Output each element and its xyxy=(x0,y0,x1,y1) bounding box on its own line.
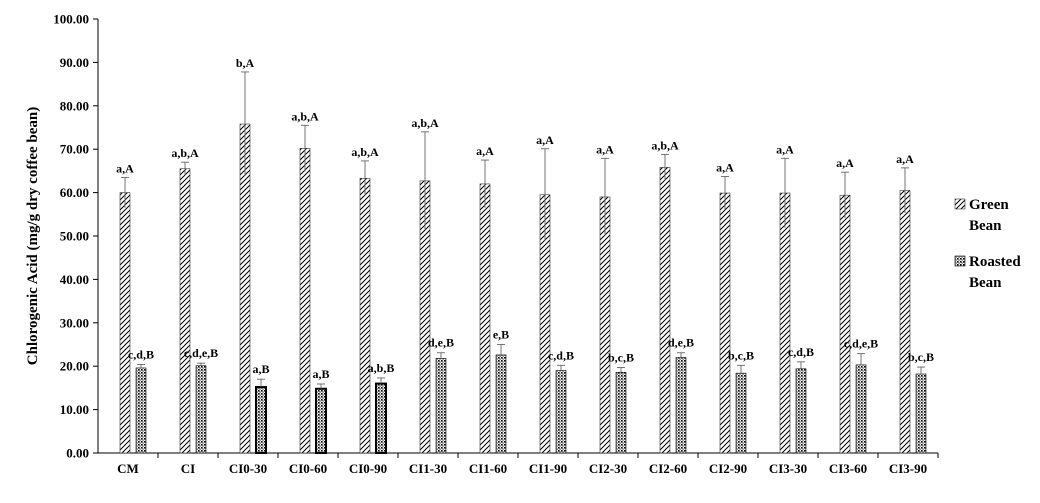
y-tick-label: 0.00 xyxy=(66,446,89,461)
x-tick-label: CI0-60 xyxy=(289,461,327,476)
data-label-roasted-bean: d,e,B xyxy=(668,336,694,350)
y-tick-label: 40.00 xyxy=(60,272,89,287)
bar-roasted-bean xyxy=(435,358,447,454)
bar-green-bean xyxy=(299,148,311,454)
data-label-roasted-bean: c,d,B xyxy=(128,347,154,361)
data-label-roasted-bean: c,d,B xyxy=(788,345,814,359)
y-tick-label: 10.00 xyxy=(60,402,89,417)
x-tick-label: CI xyxy=(181,461,195,476)
data-label-green-bean: a,A xyxy=(116,161,134,175)
data-label-green-bean: a,A xyxy=(776,142,794,156)
y-tick-label: 90.00 xyxy=(60,55,89,70)
bar-roasted-bean xyxy=(495,354,507,454)
legend-label-roasted-bean: Roasted xyxy=(969,254,1021,270)
data-label-roasted-bean: a,B xyxy=(252,362,269,376)
bar-roasted-bean xyxy=(375,382,387,454)
data-label-roasted-bean: c,d,e,B xyxy=(184,346,218,360)
data-label-green-bean: a,A xyxy=(596,142,614,156)
data-label-green-bean: a,b,A xyxy=(171,146,199,160)
data-label-roasted-bean: e,B xyxy=(493,328,509,342)
data-label-green-bean: a,A xyxy=(536,133,554,147)
x-tick-label: CI2-30 xyxy=(589,461,627,476)
bar-green-bean xyxy=(899,190,911,454)
x-tick-label: CI1-60 xyxy=(469,461,507,476)
x-tick-label: CI3-30 xyxy=(769,461,807,476)
bar-roasted-bean xyxy=(675,357,687,454)
legend-label-green-bean-line2: Bean xyxy=(969,218,1002,234)
legend-swatch-green-bean xyxy=(954,198,966,210)
bar-roasted-bean xyxy=(795,368,807,454)
y-tick-label: 60.00 xyxy=(60,185,89,200)
legend-label-green-bean: Green xyxy=(969,197,1009,213)
bars xyxy=(119,71,927,455)
data-label-roasted-bean: a,B xyxy=(312,367,329,381)
data-label-green-bean: a,b,A xyxy=(411,116,439,130)
bar-green-bean xyxy=(839,194,851,454)
bar-roasted-bean xyxy=(915,373,927,454)
data-label-roasted-bean: b,c,B xyxy=(908,350,934,364)
y-tick-label: 100.00 xyxy=(53,12,89,27)
x-tick-label: CM xyxy=(117,461,139,476)
y-axis-label: Chlorogenic Acid (mg/g dry coffee bean) xyxy=(25,107,41,365)
y-tick-label: 80.00 xyxy=(60,98,89,113)
bar-roasted-bean xyxy=(735,372,747,454)
bar-green-bean xyxy=(779,192,791,454)
axes: 0.00 10.00 20.00 30.00 40.00 50.00 60.00 70.00 8… xyxy=(53,12,939,476)
data-label-green-bean: a,b,A xyxy=(651,138,679,152)
x-tick-label: CI3-60 xyxy=(829,461,867,476)
data-label-roasted-bean: b,c,B xyxy=(728,348,754,362)
legend-swatch-roasted-bean xyxy=(954,255,966,267)
data-label-green-bean: a,A xyxy=(896,152,914,166)
data-label-green-bean: a,A xyxy=(836,156,854,170)
bar-roasted-bean xyxy=(255,386,267,455)
bar-roasted-bean xyxy=(615,371,627,454)
x-tick-label: CI3-90 xyxy=(889,461,927,476)
bar-roasted-bean xyxy=(195,365,207,454)
data-label-roasted-bean: a,b,B xyxy=(368,361,395,375)
bar-roasted-bean xyxy=(855,364,867,454)
y-tick-label: 70.00 xyxy=(60,142,89,157)
x-tick-label: CI1-90 xyxy=(529,461,567,476)
data-label-roasted-bean: c,d,e,B xyxy=(844,337,878,351)
bar-green-bean xyxy=(659,167,671,454)
y-tick-label: 50.00 xyxy=(60,229,89,244)
bar-roasted-bean xyxy=(315,387,327,455)
data-label-roasted-bean: c,d,B xyxy=(548,348,574,362)
data-label-roasted-bean: d,e,B xyxy=(428,336,454,350)
data-labels: a,A c,d,B a,b,A c,d,e,B b,A a,B a,b,A a,B a,b,A a… xyxy=(116,56,934,381)
bar-green-bean xyxy=(719,192,731,454)
bar-green-bean xyxy=(119,192,131,454)
data-label-green-bean: a,b,A xyxy=(291,109,319,123)
x-tick-label: CI0-30 xyxy=(229,461,267,476)
data-label-green-bean: a,A xyxy=(476,144,494,158)
x-tick-label: CI1-30 xyxy=(409,461,447,476)
bar-green-bean xyxy=(179,168,191,454)
bar-green-bean xyxy=(359,177,371,454)
x-tick-label: CI0-90 xyxy=(349,461,387,476)
bar-roasted-bean xyxy=(135,367,147,454)
y-tick-label: 30.00 xyxy=(60,315,89,330)
x-tick-label: CI2-90 xyxy=(709,461,747,476)
data-label-green-bean: b,A xyxy=(236,56,255,70)
x-tick-label: CI2-60 xyxy=(649,461,687,476)
legend-label-roasted-bean-line2: Bean xyxy=(969,275,1002,291)
bar-roasted-bean xyxy=(555,370,567,454)
bar-green-bean xyxy=(479,183,491,454)
legend: Green Bean Roasted Bean xyxy=(954,197,1021,291)
data-label-green-bean: a,A xyxy=(716,161,734,175)
data-label-roasted-bean: b,c,B xyxy=(608,351,634,365)
y-tick-label: 20.00 xyxy=(60,359,89,374)
data-label-green-bean: a,b,A xyxy=(351,145,379,159)
